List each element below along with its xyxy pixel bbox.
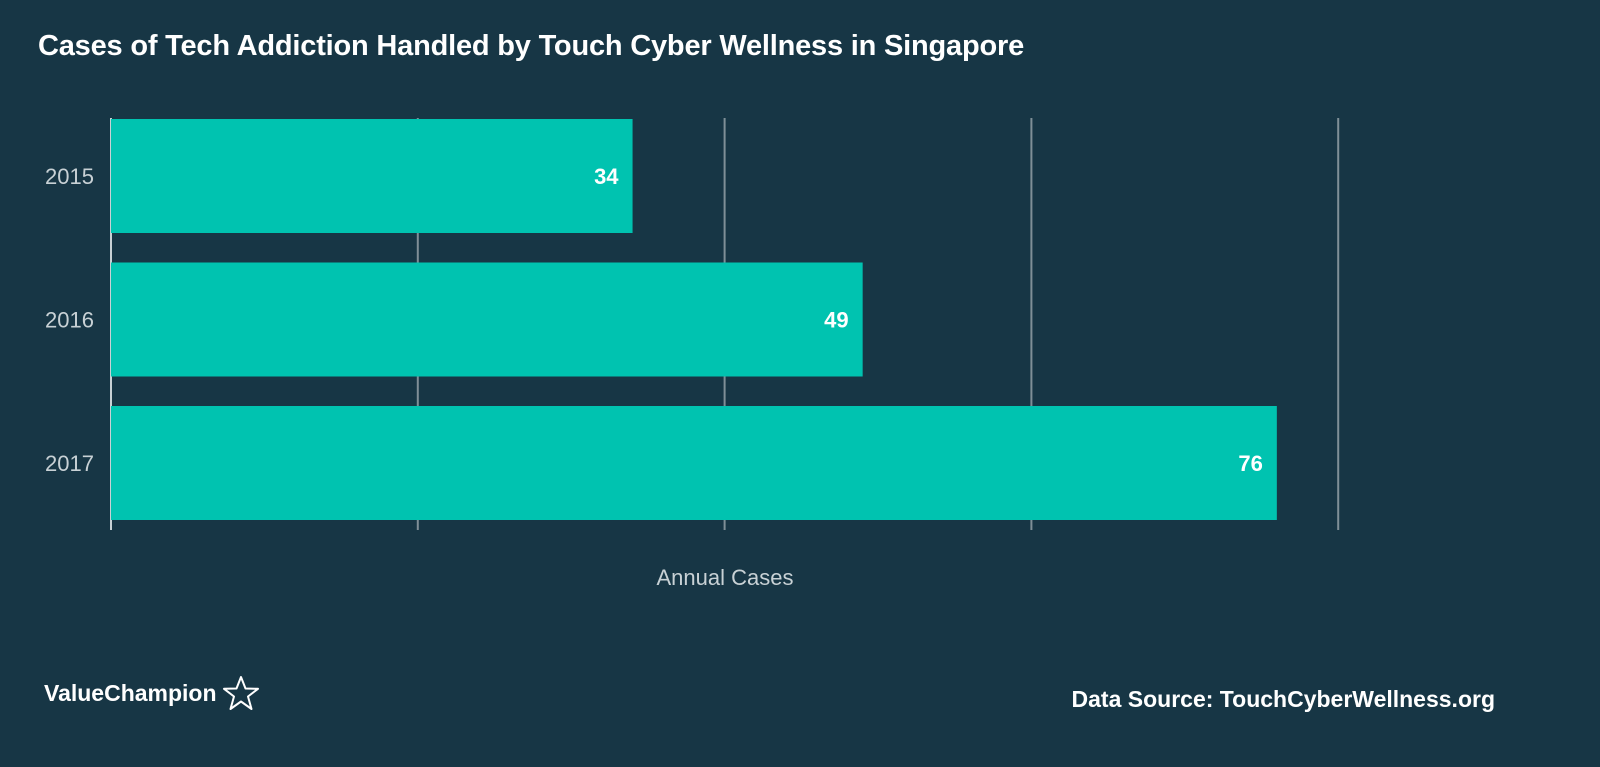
data-source: Data Source: TouchCyberWellness.org (1071, 686, 1495, 712)
brand-logo: ValueChampion (44, 675, 261, 711)
star-icon (222, 676, 259, 710)
bar (111, 406, 1277, 520)
y-tick-label: 2017 (45, 451, 94, 476)
chart-title: Cases of Tech Addiction Handled by Touch… (38, 30, 1024, 62)
bar (111, 119, 633, 233)
data-label: 49 (824, 308, 848, 333)
brand-name: ValueChampion (44, 679, 217, 706)
data-label: 34 (594, 164, 619, 189)
y-tick-label: 2016 (45, 308, 94, 333)
bar (111, 262, 863, 377)
data-label: 76 (1238, 451, 1262, 476)
x-axis-label: Annual Cases (656, 565, 794, 590)
y-tick-label: 2015 (45, 164, 94, 189)
